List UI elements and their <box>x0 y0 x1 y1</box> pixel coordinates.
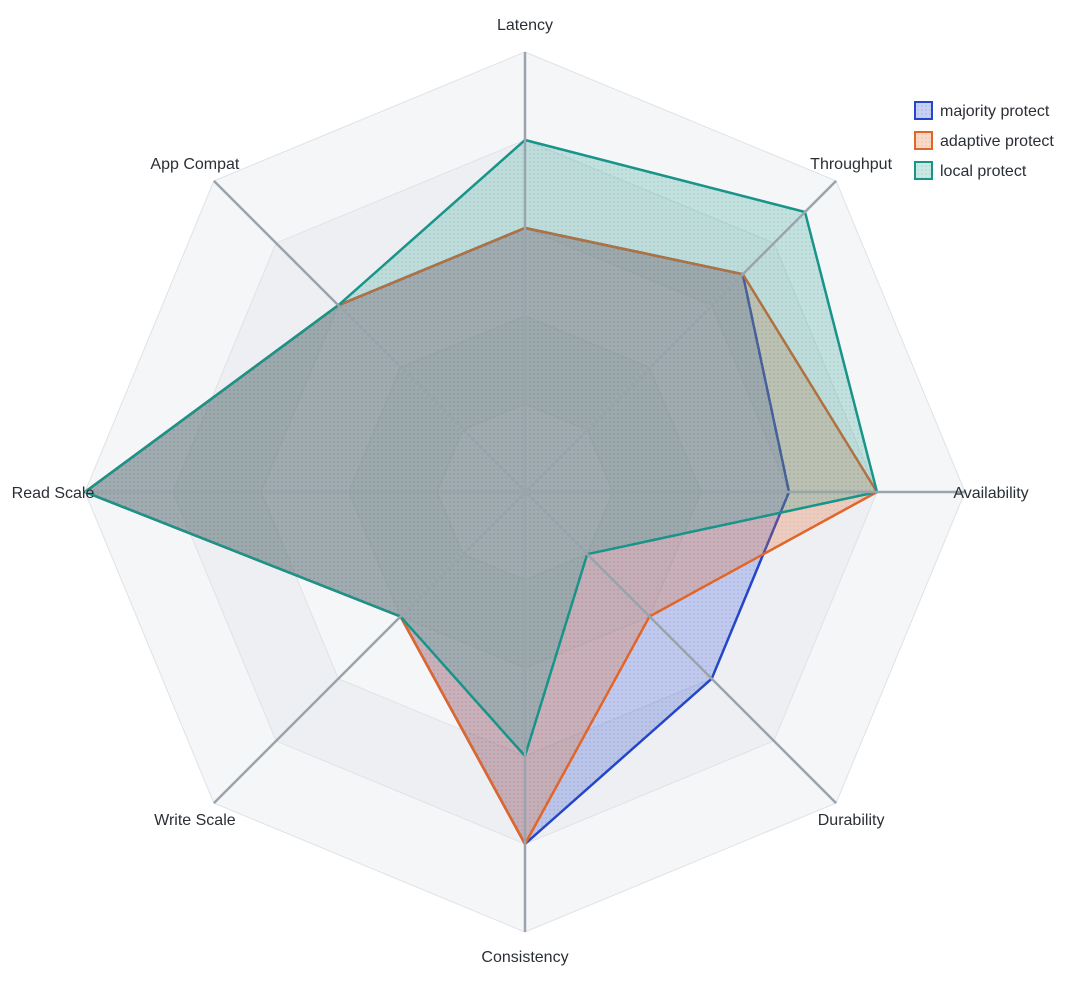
axis-spoke <box>524 180 837 493</box>
legend-swatch <box>914 101 933 120</box>
axis-spoke <box>213 491 526 804</box>
legend-label: majority protect <box>940 103 1050 120</box>
axis-spoke <box>213 180 526 493</box>
axis-label: Write Scale <box>154 812 236 829</box>
legend: majority protect adaptive protect local pr… <box>914 101 1054 180</box>
axis-label: App Compat <box>150 156 239 173</box>
axis-spoke <box>524 491 837 804</box>
legend-label: adaptive protect <box>940 133 1054 150</box>
axis-label: Availability <box>953 485 1028 502</box>
axis-label: Latency <box>497 17 553 34</box>
legend-label: local protect <box>940 163 1027 180</box>
legend-swatch <box>914 161 933 180</box>
axis-label: Throughput <box>810 156 892 173</box>
axis-label: Consistency <box>481 949 568 966</box>
radar-spokes <box>85 52 965 932</box>
legend-swatch <box>914 131 933 150</box>
axis-labels: Latency Throughput Availability Durability C… <box>12 17 1029 966</box>
axis-label: Durability <box>818 812 885 829</box>
axis-label: Read Scale <box>12 485 95 502</box>
